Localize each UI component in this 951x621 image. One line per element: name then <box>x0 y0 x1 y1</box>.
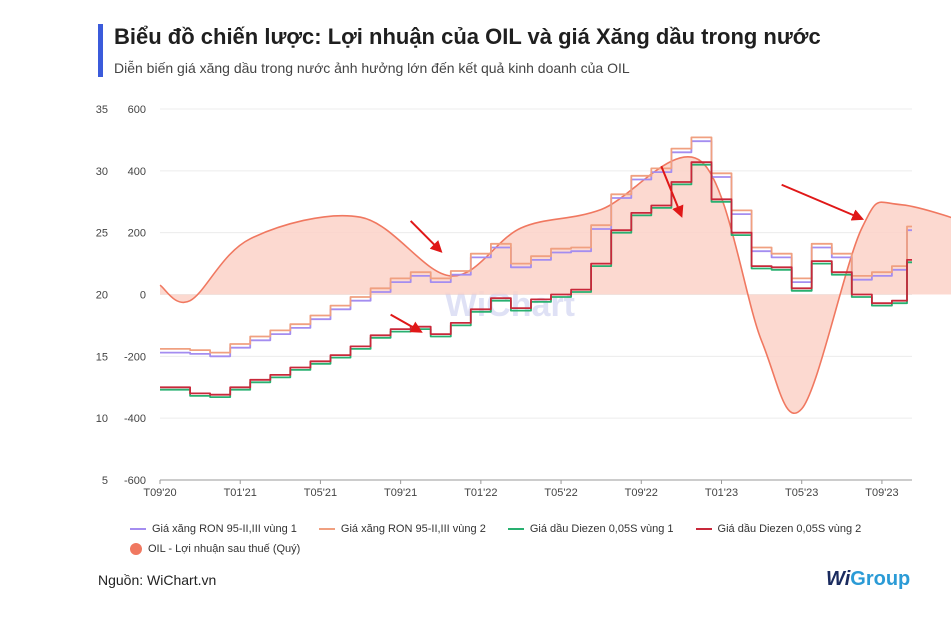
series-line-diesel-v2 <box>160 161 912 396</box>
x-tick-label: T01'22 <box>464 487 497 499</box>
legend-item-ron95-v1[interactable]: Giá xăng RON 95-II,III vùng 1 <box>130 523 297 535</box>
chart-legend: Giá xăng RON 95-II,III vùng 1 Giá xăng R… <box>130 519 920 559</box>
right-axis-tick-label: -400 <box>124 413 146 425</box>
x-tick-label: T09'22 <box>625 487 658 499</box>
legend-item-diesel-v1[interactable]: Giá dầu Diezen 0,05S vùng 1 <box>507 523 674 535</box>
x-tick-label: T01'21 <box>224 487 257 499</box>
legend-swatch <box>318 528 335 530</box>
right-axis-tick-label: 0 <box>140 290 146 302</box>
annotation-arrow <box>390 313 423 333</box>
right-axis-tick-label: -200 <box>124 351 146 363</box>
annotation-arrow <box>660 165 684 218</box>
x-tick-label: T05'22 <box>544 487 577 499</box>
price-lines-group <box>160 136 912 398</box>
x-tick-label: T09'20 <box>143 487 176 499</box>
legend-label: Giá dầu Diezen 0,05S vùng 2 <box>717 523 862 535</box>
x-tick-label: T05'21 <box>304 487 337 499</box>
right-axis-tick-label: 600 <box>128 104 146 116</box>
legend-label: OIL - Lợi nhuận sau thuế (Quý) <box>148 543 301 555</box>
brand-logo: WiGroup <box>826 568 911 590</box>
legend-swatch <box>130 528 146 530</box>
left-axis-tick-label: 35 <box>96 104 108 116</box>
left-axis-tick-label: 10 <box>96 413 108 425</box>
legend-item-ron95-v2[interactable]: Giá xăng RON 95-II,III vùng 2 <box>318 523 486 535</box>
left-axis-tick-label: 25 <box>96 228 108 240</box>
legend-label: Giá dầu Diezen 0,05S vùng 1 <box>529 523 674 535</box>
annotation-arrows <box>390 165 865 333</box>
x-tick-label: T05'23 <box>785 487 818 499</box>
series-line-ron95-v2 <box>160 136 912 354</box>
x-tick-label: T01'23 <box>705 487 738 499</box>
x-tick-label: T09'23 <box>865 487 898 499</box>
legend-row-2: OIL - Lợi nhuận sau thuế (Quý) <box>130 539 920 559</box>
left-axis-tick-label: 30 <box>96 166 108 178</box>
x-tick-label: T09'21 <box>384 487 417 499</box>
legend-label: Giá xăng RON 95-II,III vùng 1 <box>152 523 297 535</box>
profit-area-group <box>159 155 951 414</box>
axes-group: 35302520151056004002000-200-400-600T09'2… <box>96 104 912 499</box>
profit-line <box>159 155 951 414</box>
page-title: Biểu đồ chiến lược: Lợi nhuận của OIL và… <box>114 24 821 49</box>
right-axis-tick-label: 200 <box>128 228 146 240</box>
annotation-arrow <box>781 183 865 221</box>
source-note: Nguồn: WiChart.vn <box>98 572 217 588</box>
annotation-arrow <box>409 220 443 253</box>
right-axis-tick-label: -600 <box>124 475 146 487</box>
left-axis-tick-label: 20 <box>96 290 108 302</box>
left-axis-tick-label: 15 <box>96 351 108 363</box>
legend-swatch <box>130 543 142 555</box>
legend-item-profit[interactable]: OIL - Lợi nhuận sau thuế (Quý) <box>130 543 300 555</box>
legend-item-diesel-v2[interactable]: Giá dầu Diezen 0,05S vùng 2 <box>695 523 862 535</box>
left-axis-tick-label: 5 <box>102 475 108 487</box>
right-axis-tick-label: 400 <box>128 166 146 178</box>
legend-label: Giá xăng RON 95-II,III vùng 2 <box>340 523 486 535</box>
profit-area <box>160 156 951 414</box>
legend-swatch <box>695 528 712 530</box>
title-accent-bar <box>98 24 103 77</box>
page-subtitle: Diễn biến giá xăng dầu trong nước ảnh hư… <box>114 60 630 76</box>
legend-swatch <box>507 528 524 530</box>
legend-row-1: Giá xăng RON 95-II,III vùng 1 Giá xăng R… <box>130 519 920 539</box>
